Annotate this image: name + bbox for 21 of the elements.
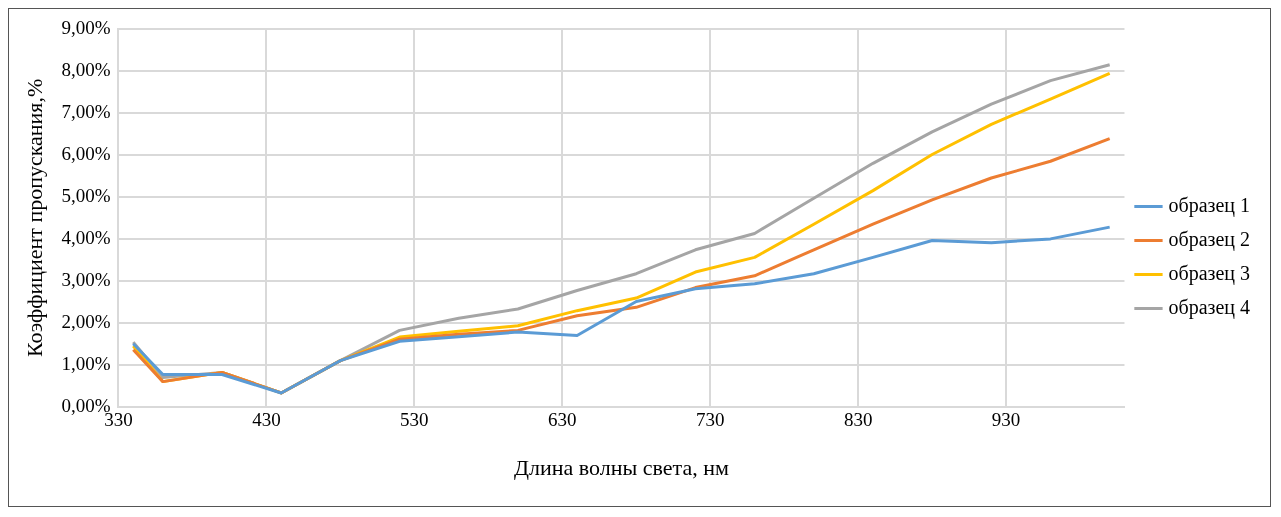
x-tick-label: 530 — [400, 409, 429, 431]
y-tick-label: 5,00% — [61, 184, 111, 206]
y-tick-label: 9,00% — [61, 16, 111, 38]
legend-label: образец 4 — [1168, 295, 1251, 319]
y-tick-label: 2,00% — [61, 310, 111, 332]
x-tick-label: 430 — [252, 409, 281, 431]
x-tick-label: 830 — [843, 409, 873, 431]
y-tick-label: 4,00% — [61, 226, 111, 248]
y-axis-title: Коэффициент пропускания,% — [21, 78, 47, 358]
y-tick-label: 7,00% — [61, 100, 111, 122]
legend-label: образец 3 — [1168, 261, 1251, 285]
legend-label: образец 1 — [1168, 193, 1251, 217]
x-tick-label: 630 — [548, 409, 577, 431]
x-axis-title: Длина волны света, нм — [514, 454, 729, 480]
legend-label: образец 2 — [1168, 227, 1251, 251]
y-tick-label: 6,00% — [61, 142, 111, 164]
y-tick-label: 8,00% — [61, 58, 111, 80]
x-tick-label: 930 — [991, 409, 1021, 431]
x-tick-label: 730 — [695, 409, 725, 431]
y-tick-label: 1,00% — [61, 352, 111, 374]
y-tick-label: 3,00% — [61, 268, 111, 290]
